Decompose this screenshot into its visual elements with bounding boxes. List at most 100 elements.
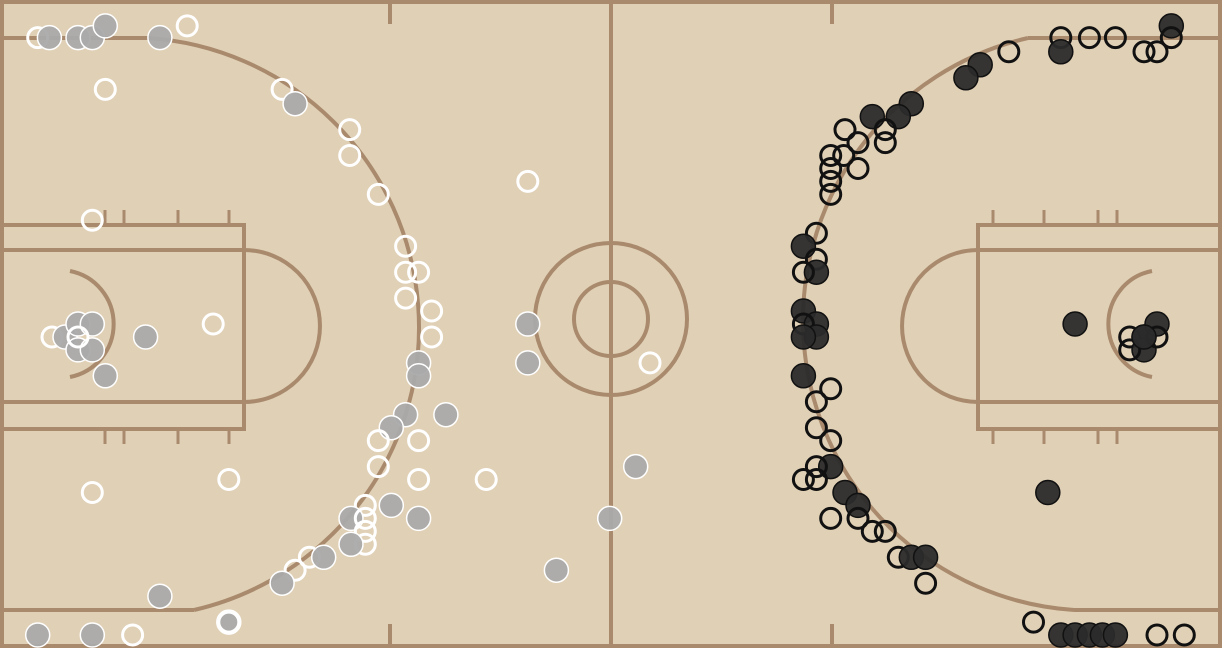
left-restricted-arc (69, 269, 116, 379)
left-side-made-shot (79, 622, 106, 648)
right-side-missed-shot (819, 144, 843, 167)
right-side-made-shot (912, 544, 939, 571)
right-side-missed-shot (791, 468, 815, 491)
left-lane-ticks (103, 210, 231, 444)
left-side-made-shot (338, 531, 364, 558)
right-side-missed-shot (1145, 40, 1169, 64)
left-side-missed-shot (217, 468, 241, 491)
right-side-missed-shot (1132, 40, 1156, 64)
left-side-missed-shot (270, 77, 294, 101)
right-side-missed-shot (819, 429, 843, 453)
left-side-made-shot (147, 24, 173, 51)
right-restricted-arc (1106, 269, 1153, 379)
right-side-missed-shot (819, 377, 843, 401)
right-three-point-arc (801, 36, 1075, 612)
right-side-missed-shot (997, 40, 1021, 64)
left-side-missed-shot (394, 234, 418, 258)
right-side-made-shot (1035, 479, 1061, 506)
left-side-missed-shot (121, 623, 145, 647)
left-side-missed-shot (283, 558, 307, 582)
right-side-made-shot (953, 65, 979, 91)
left-side-missed-shot (353, 506, 377, 530)
left-free-throw-arc (243, 248, 322, 404)
left-side-made-shot (132, 324, 159, 350)
right-side-missed-shot (846, 131, 870, 155)
left-side-missed-shot (353, 493, 377, 517)
left-side-made-shot (282, 90, 308, 117)
right-side-made-shot (1158, 13, 1185, 39)
left-side-made-shot (515, 350, 541, 376)
left-side-made-shot (433, 401, 459, 428)
left-side-made-shot (92, 13, 119, 39)
left-three-point-arc (147, 36, 421, 612)
right-free-throw-arc (900, 248, 979, 404)
left-side-made-shot (405, 363, 432, 389)
left-side-missed-shot (407, 429, 431, 453)
right-side-missed-shot (1118, 338, 1142, 362)
left-side-missed-shot (366, 455, 390, 479)
right-side-missed-shot (846, 506, 870, 530)
left-side-made-shot (147, 583, 173, 609)
right-side-missed-shot (791, 260, 815, 284)
left-side-missed-shot (93, 77, 117, 101)
left-side-missed-shot (80, 208, 104, 232)
right-side-missed-shot (1172, 623, 1196, 647)
left-side-missed-shot (338, 144, 362, 167)
right-side-missed-shot (804, 468, 828, 491)
right-side-missed-shot (1022, 610, 1045, 634)
left-side-made-shot (515, 311, 541, 337)
right-side-missed-shot (832, 144, 856, 167)
right-side-made-shot (885, 103, 912, 130)
right-side-missed-shot (873, 118, 897, 142)
right-side-missed-shot (804, 455, 828, 479)
right-side-missed-shot (873, 519, 897, 543)
shot-markers (24, 13, 1196, 648)
left-side-made-shot (24, 622, 51, 648)
right-side-made-shot (1131, 324, 1157, 350)
left-side-made-shot (378, 492, 405, 519)
right-side-missed-shot (873, 131, 897, 155)
right-side-missed-shot (804, 390, 828, 414)
left-side-made-shot (378, 414, 405, 441)
right-side-missed-shot (1103, 26, 1127, 50)
left-side-missed-shot (80, 481, 104, 504)
right-side-made-shot (790, 233, 817, 259)
left-side-missed-shot (353, 519, 377, 543)
left-side-missed-shot (420, 299, 444, 323)
left-side-missed-shot (366, 429, 390, 453)
left-side-made-shot (92, 363, 119, 389)
right-side-missed-shot (914, 571, 938, 595)
left-side-missed-shot (201, 312, 225, 336)
right-side-made-shot (790, 363, 817, 389)
right-side-missed-shot (819, 169, 843, 193)
right-side-missed-shot (819, 182, 843, 206)
left-side-missed-shot (474, 468, 498, 491)
left-side-made-shot (622, 453, 649, 480)
right-lane-ticks (991, 210, 1119, 444)
left-side-made-shot (543, 557, 570, 583)
right-side-missed-shot (819, 506, 843, 530)
right-side-missed-shot (846, 157, 870, 180)
right-side-missed-shot (804, 416, 828, 440)
left-side-made-shot (269, 570, 295, 596)
left-side-missed-shot (516, 169, 540, 193)
left-side-made-shot (405, 505, 432, 532)
left-side-missed-shot (407, 260, 431, 284)
right-lane-outer (976, 223, 1222, 431)
left-side-missed-shot (394, 260, 418, 284)
left-side-missed-shot (217, 610, 241, 634)
right-side-made-shot (790, 324, 817, 350)
right-side-missed-shot (1159, 26, 1183, 50)
left-side-missed-shot (66, 325, 90, 349)
left-side-made-shot (310, 544, 337, 571)
left-side-missed-shot (638, 351, 662, 375)
left-side-made-shot (216, 609, 242, 635)
right-side-missed-shot (804, 221, 828, 245)
right-side-missed-shot (1145, 623, 1169, 647)
left-side-made-shot (36, 24, 63, 51)
right-side-made-shot (1048, 39, 1074, 65)
right-side-made-shot (1102, 622, 1129, 648)
left-side-missed-shot (420, 325, 444, 349)
